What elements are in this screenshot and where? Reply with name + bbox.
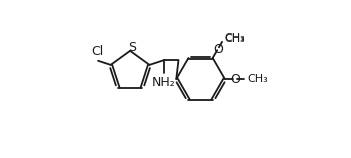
Text: Cl: Cl <box>91 45 104 58</box>
Text: O: O <box>213 43 223 56</box>
Text: CH₃: CH₃ <box>224 33 245 43</box>
Text: S: S <box>128 41 136 54</box>
Text: O: O <box>230 73 240 85</box>
Text: CH₃: CH₃ <box>224 34 245 44</box>
Text: NH₂: NH₂ <box>152 76 176 89</box>
Text: CH₃: CH₃ <box>247 74 268 84</box>
